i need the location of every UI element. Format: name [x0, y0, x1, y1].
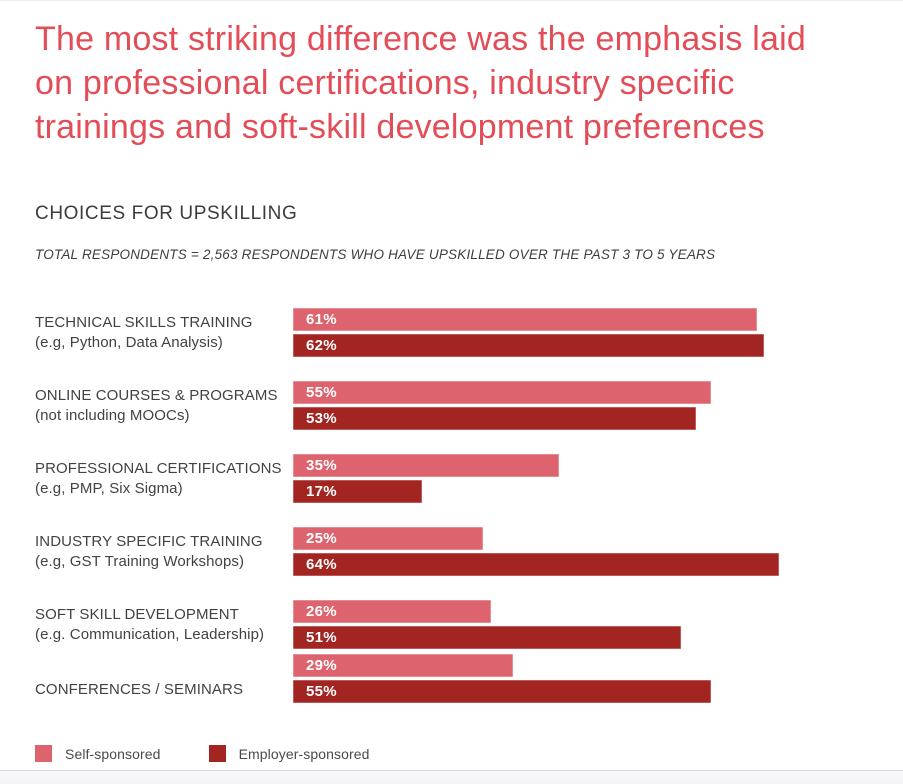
chart-legend: Self-sponsored Employer-sponsored: [35, 745, 370, 762]
self-sponsored-value: 26%: [306, 603, 337, 620]
employer-sponsored-value: 64%: [306, 556, 337, 573]
chart-group: TECHNICAL SKILLS TRAINING (e.g, Python, …: [35, 308, 903, 357]
self-sponsored-bar: 29%: [293, 654, 514, 677]
employer-sponsored-value: 62%: [306, 337, 337, 354]
category-bars: 61% 62%: [293, 308, 765, 357]
category-label: CONFERENCES / SEMINARS: [35, 654, 293, 703]
category-label-sub: (e.g, GST Training Workshops): [35, 552, 245, 570]
chart-group: PROFESSIONAL CERTIFICATIONS (e.g, PMP, S…: [35, 454, 903, 503]
category-label-sub: (not including MOOCs): [35, 406, 190, 424]
employer-sponsored-value: 55%: [306, 683, 337, 700]
category-bars: 55% 53%: [293, 381, 711, 430]
employer-sponsored-bar: 17%: [293, 480, 423, 503]
self-sponsored-value: 55%: [306, 384, 337, 401]
category-bars: 29% 55%: [293, 654, 711, 703]
category-label-main: CONFERENCES / SEMINARS: [35, 681, 244, 698]
employer-sponsored-swatch-icon: [208, 745, 226, 762]
self-sponsored-value: 29%: [306, 657, 337, 674]
category-bars: 25% 64%: [293, 527, 780, 576]
chart-rows: TECHNICAL SKILLS TRAINING (e.g, Python, …: [35, 308, 903, 703]
bottom-divider: [0, 770, 903, 784]
self-sponsored-bar: 55%: [293, 381, 711, 404]
employer-sponsored-value: 51%: [306, 629, 337, 646]
chart-group: INDUSTRY SPECIFIC TRAINING (e.g, GST Tra…: [35, 527, 903, 576]
self-sponsored-bar: 61%: [293, 308, 757, 331]
self-sponsored-bar: 25%: [293, 527, 483, 550]
employer-sponsored-bar: 51%: [293, 626, 681, 649]
category-label: SOFT SKILL DEVELOPMENT (e.g. Communicati…: [35, 600, 293, 649]
category-bars: 35% 17%: [293, 454, 559, 503]
chart-group: CONFERENCES / SEMINARS 29% 55%: [35, 654, 903, 703]
bar-chart: TECHNICAL SKILLS TRAINING (e.g, Python, …: [35, 308, 903, 727]
chart-subtitle: TOTAL RESPONDENTS = 2,563 RESPONDENTS WH…: [35, 247, 716, 262]
chart-heading: CHOICES FOR UPSKILLING: [35, 203, 298, 224]
category-label-main: SOFT SKILL DEVELOPMENT: [35, 605, 239, 623]
legend-item-employer-sponsored: Employer-sponsored: [208, 745, 370, 762]
self-sponsored-bar: 35%: [293, 454, 559, 477]
legend-item-self-sponsored: Self-sponsored: [35, 745, 161, 762]
category-label-main: ONLINE COURSES & PROGRAMS: [35, 386, 278, 404]
category-label-sub: (e.g, PMP, Six Sigma): [35, 479, 183, 497]
category-label-main: INDUSTRY SPECIFIC TRAINING: [35, 532, 263, 550]
category-bars: 26% 51%: [293, 600, 681, 649]
category-label: PROFESSIONAL CERTIFICATIONS (e.g, PMP, S…: [35, 454, 293, 503]
category-label-sub: (e.g, Python, Data Analysis): [35, 333, 223, 351]
self-sponsored-bar: 26%: [293, 600, 491, 623]
employer-sponsored-value: 17%: [306, 483, 337, 500]
self-sponsored-swatch-icon: [35, 745, 52, 762]
chart-group: ONLINE COURSES & PROGRAMS (not including…: [35, 381, 903, 430]
category-label: INDUSTRY SPECIFIC TRAINING (e.g, GST Tra…: [35, 527, 293, 576]
legend-label: Employer-sponsored: [238, 745, 370, 762]
slide-title-line-2: on professional certifications, industry…: [35, 64, 735, 102]
legend-label: Self-sponsored: [65, 745, 161, 762]
category-label-sub: (e.g. Communication, Leadership): [35, 625, 265, 643]
self-sponsored-value: 25%: [306, 530, 337, 547]
slide-title-line-1: The most striking difference was the emp…: [35, 20, 806, 58]
category-label-main: PROFESSIONAL CERTIFICATIONS: [35, 459, 282, 477]
self-sponsored-value: 35%: [306, 457, 337, 474]
employer-sponsored-bar: 53%: [293, 407, 696, 430]
slide-title-line-3: trainings and soft-skill development pre…: [35, 108, 765, 146]
category-label-main: TECHNICAL SKILLS TRAINING: [35, 313, 253, 331]
self-sponsored-value: 61%: [306, 311, 337, 328]
category-label: TECHNICAL SKILLS TRAINING (e.g, Python, …: [35, 308, 293, 357]
chart-group: SOFT SKILL DEVELOPMENT (e.g. Communicati…: [35, 600, 903, 649]
employer-sponsored-bar: 62%: [293, 334, 765, 357]
category-label: ONLINE COURSES & PROGRAMS (not including…: [35, 381, 293, 430]
employer-sponsored-bar: 64%: [293, 553, 780, 576]
slide-title: The most striking difference was the emp…: [35, 17, 895, 149]
employer-sponsored-bar: 55%: [293, 680, 711, 703]
employer-sponsored-value: 53%: [306, 410, 337, 427]
